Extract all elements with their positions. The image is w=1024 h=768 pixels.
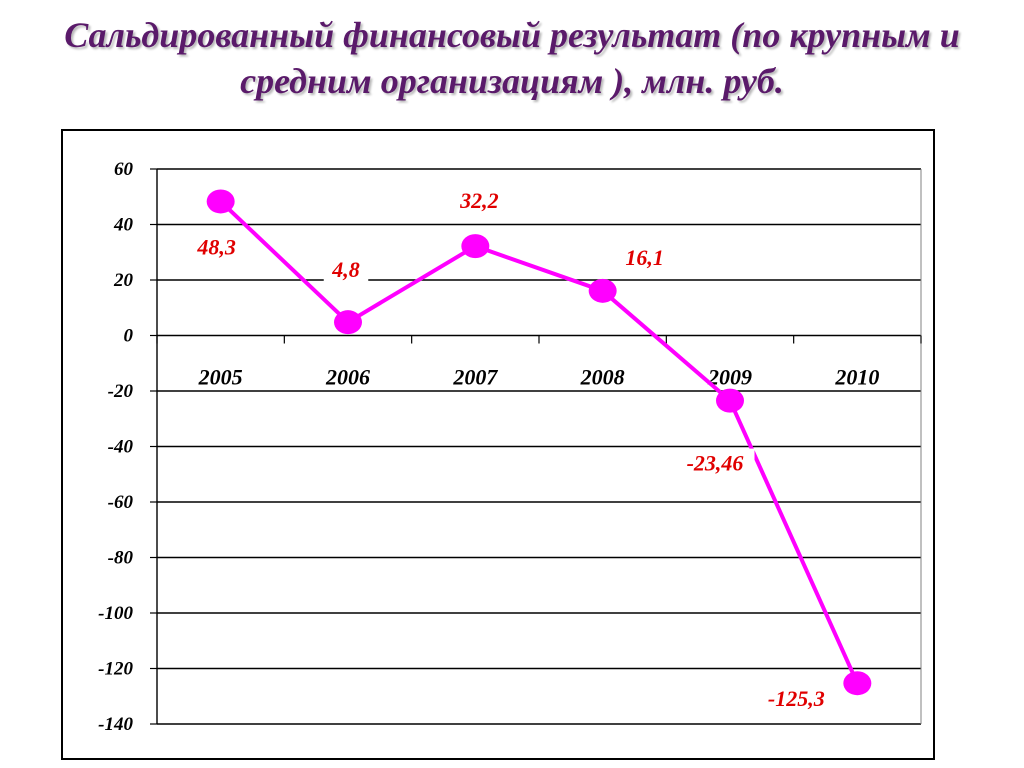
data-point-marker	[334, 310, 362, 335]
series-line	[219, 200, 860, 685]
data-label-background	[323, 255, 369, 286]
data-point-marker	[716, 388, 744, 413]
y-tick-label: 20	[113, 270, 134, 291]
x-tick-label: 2005	[198, 365, 243, 390]
y-tick-label: -80	[108, 548, 134, 569]
data-label: 4,8	[331, 257, 360, 282]
x-tick-label: 2008	[580, 365, 625, 390]
y-tick-label: -40	[108, 437, 134, 458]
data-label-background	[188, 232, 245, 263]
y-tick-label: 40	[113, 215, 134, 236]
data-point-marker	[206, 189, 235, 214]
data-label-background	[451, 186, 508, 217]
x-tick-label: 2007	[452, 365, 498, 390]
y-tick-label: -120	[98, 659, 133, 680]
y-tick-label: -100	[98, 603, 133, 624]
y-tick-label: 0	[124, 326, 134, 347]
data-label-background	[616, 242, 673, 273]
data-label: -125,3	[768, 686, 825, 711]
line-chart: 60 40 20 0 -20 -40 -60 -80 -100 -120 -140 2005 2006 2…	[98, 159, 922, 735]
y-tick-label: -20	[108, 381, 134, 402]
data-point-marker	[461, 234, 490, 259]
data-label-background	[756, 684, 836, 715]
data-label: 16,1	[625, 245, 664, 270]
data-label: 48,3	[196, 234, 236, 259]
x-tick-label: 2010	[834, 365, 879, 390]
chart-area: 60 40 20 0 -20 -40 -60 -80 -100 -120 -140 2005 2006 2…	[61, 129, 935, 760]
x-tick-label: 2006	[325, 365, 370, 390]
data-label: -23,46	[687, 451, 744, 476]
chart-title: Сальдированный финансовый результат (по …	[64, 15, 960, 101]
y-tick-label: 60	[114, 159, 134, 180]
y-tick-label: -140	[98, 714, 133, 735]
data-point-marker	[843, 671, 872, 696]
data-label-background	[675, 448, 755, 479]
data-label: 32,2	[459, 188, 499, 213]
data-point-marker	[588, 278, 617, 303]
y-tick-label: -60	[108, 492, 134, 513]
